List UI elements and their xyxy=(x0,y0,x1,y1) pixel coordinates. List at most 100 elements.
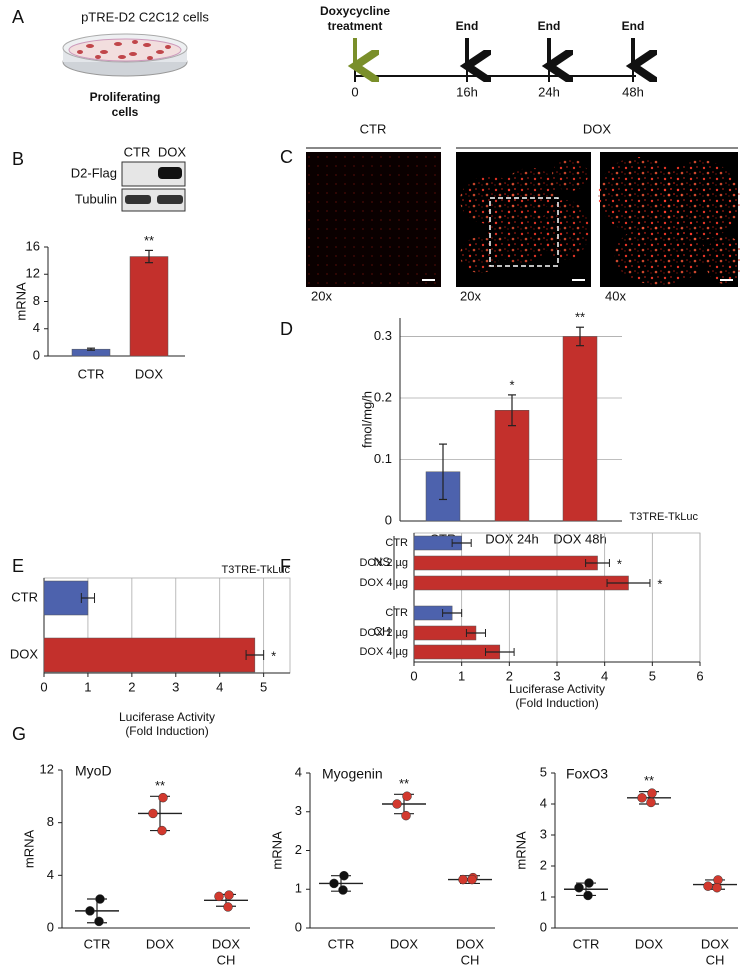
data-point xyxy=(467,874,477,885)
data-point xyxy=(637,793,647,803)
y-axis-label: mRNA xyxy=(269,831,284,870)
end-label: End xyxy=(622,19,645,33)
group-label: NS xyxy=(374,555,391,569)
x-tick-label: CTR xyxy=(328,936,355,951)
chart-title: MyoD xyxy=(75,763,112,779)
x-tick-label: DOX xyxy=(456,936,485,951)
magnification: 40x xyxy=(605,288,626,303)
dish-caption: Proliferating xyxy=(90,90,161,104)
blot-row-label: D2-Flag xyxy=(71,165,117,180)
x-tick-label: CH xyxy=(461,952,480,967)
y-tick-label: DOX 2 µg xyxy=(359,627,408,639)
time-label: 0 xyxy=(351,84,358,99)
treatment-label: Doxycycline xyxy=(320,4,390,18)
end-label: End xyxy=(456,19,479,33)
data-point xyxy=(338,885,348,895)
time-label: 48h xyxy=(622,84,644,99)
data-point xyxy=(646,797,656,808)
x-tick-label: DOX xyxy=(146,936,175,951)
data-point xyxy=(712,882,722,893)
y-tick-label: CTR xyxy=(11,589,38,604)
lane-label: CTR xyxy=(124,144,151,159)
data-point xyxy=(95,894,105,904)
data-point xyxy=(401,810,411,821)
data-point xyxy=(157,825,167,836)
significance: * xyxy=(509,377,514,392)
panel-letter: G xyxy=(12,724,26,744)
y-tick-label: 1 xyxy=(295,881,302,896)
data-point xyxy=(647,788,657,798)
x-tick-label: 4 xyxy=(601,668,608,683)
y-tick-label: 1 xyxy=(540,888,547,903)
data-point xyxy=(458,874,468,885)
data-point xyxy=(214,891,224,902)
blot-row-label: Tubulin xyxy=(75,191,117,206)
group-label: CTR xyxy=(360,121,387,136)
data-point xyxy=(574,882,584,893)
y-tick-label: 3 xyxy=(540,826,547,841)
y-tick-label: 0 xyxy=(385,512,392,527)
significance: ** xyxy=(644,773,654,788)
data-point xyxy=(223,902,233,912)
panel-letter: C xyxy=(280,147,293,167)
panel-letter: D xyxy=(280,319,293,339)
bar xyxy=(43,637,256,673)
bar xyxy=(129,256,169,357)
x-tick-label: 6 xyxy=(696,668,703,683)
bar xyxy=(494,410,530,522)
y-tick-label: 12 xyxy=(40,761,54,776)
y-tick-label: 4 xyxy=(540,795,547,810)
data-point xyxy=(402,791,412,801)
significance: ** xyxy=(144,233,154,248)
y-tick-label: 0 xyxy=(47,919,54,934)
y-tick-label: DOX 2 µg xyxy=(359,557,408,569)
significance: ** xyxy=(155,778,165,793)
y-tick-label: 8 xyxy=(47,814,54,829)
data-point xyxy=(392,799,402,809)
x-tick-label: DOX xyxy=(701,936,730,951)
x-axis-label: Luciferase Activity xyxy=(119,710,215,724)
micrographs xyxy=(306,152,740,287)
y-tick-label: 4 xyxy=(33,320,40,335)
x-tick-label: 3 xyxy=(553,668,560,683)
panel-letter: F xyxy=(280,556,291,576)
y-tick-label: 4 xyxy=(295,764,302,779)
significance: ** xyxy=(399,776,409,791)
data-point xyxy=(94,916,104,927)
x-tick-label: CTR xyxy=(78,366,105,381)
data-point xyxy=(224,890,234,900)
magnification: 20x xyxy=(311,288,332,303)
magnification: 20x xyxy=(460,288,481,303)
x-tick-label: CTR xyxy=(573,936,600,951)
y-tick-label: 0.1 xyxy=(374,451,392,466)
y-tick-label: DOX 4 µg xyxy=(359,646,408,658)
y-tick-label: 8 xyxy=(33,293,40,308)
x-tick-label: 1 xyxy=(458,668,465,683)
y-axis-label: mRNA xyxy=(513,831,528,870)
panel-letter: B xyxy=(12,149,24,169)
data-point xyxy=(583,890,593,901)
bar xyxy=(413,555,598,571)
chart-title: Myogenin xyxy=(322,766,383,782)
x-tick-label: 5 xyxy=(260,679,267,694)
y-tick-label: 12 xyxy=(26,266,40,281)
lane-label: DOX xyxy=(158,144,187,159)
time-label: 24h xyxy=(538,84,560,99)
x-tick-label: 2 xyxy=(506,668,513,683)
y-tick-label: 0.2 xyxy=(374,389,392,404)
x-tick-label: DOX xyxy=(390,936,419,951)
y-tick-label: CTR xyxy=(385,607,408,619)
x-tick-label: DOX xyxy=(212,936,241,951)
data-point xyxy=(85,906,95,916)
x-axis-label: (Fold Induction) xyxy=(515,696,598,710)
y-tick-label: 0 xyxy=(540,919,547,934)
x-tick-label: 0 xyxy=(40,679,47,694)
time-label: 16h xyxy=(456,84,478,99)
x-tick-label: 5 xyxy=(649,668,656,683)
x-tick-label: CTR xyxy=(84,936,111,951)
treatment-label: treatment xyxy=(328,19,383,33)
cell-line: pTRE-D2 C2C12 cells xyxy=(81,9,209,24)
significance: * xyxy=(617,556,622,571)
significance: * xyxy=(271,648,276,663)
